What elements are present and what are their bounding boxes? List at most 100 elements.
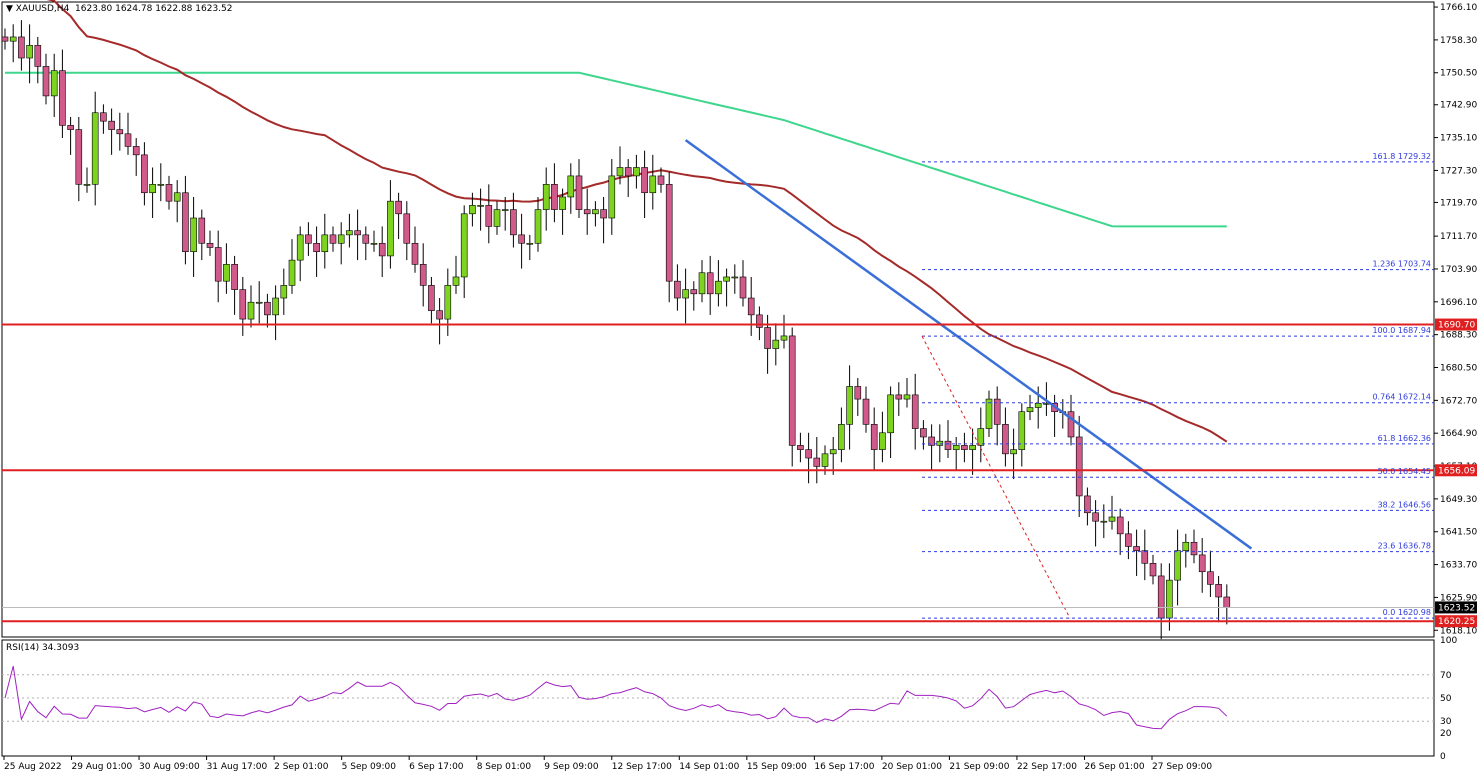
candle-up: [1100, 520, 1108, 523]
time-axis-label: 9 Sep 09:00: [544, 762, 599, 772]
price-axis-label: 1735.10: [1440, 134, 1477, 144]
time-axis-label: 2 Sep 01:00: [274, 762, 329, 772]
candle-down: [1, 36, 9, 42]
candle-up: [559, 196, 566, 210]
candle-up: [1166, 579, 1173, 619]
fib-level-label: 0.0 1620.98: [1383, 608, 1431, 617]
candle-up: [501, 209, 509, 211]
candle-down: [1198, 554, 1206, 573]
candle-down: [198, 217, 206, 244]
fib-level-label: 1.236 1703.74: [1372, 260, 1431, 269]
time-axis-label: 31 Aug 17:00: [207, 762, 268, 772]
candle-down: [18, 36, 25, 59]
time-axis-label: 5 Sep 09:00: [342, 762, 397, 772]
candle-down: [182, 192, 189, 253]
candle-down: [1084, 495, 1091, 514]
candle-up: [846, 386, 853, 425]
time-axis-label: 22 Sep 17:00: [1017, 762, 1077, 772]
candle-down: [428, 285, 435, 311]
candle-down: [756, 314, 763, 328]
candle-down: [132, 146, 140, 156]
candle-up: [370, 242, 378, 245]
candle-up: [272, 297, 279, 316]
time-axis-label: 21 Sep 09:00: [949, 762, 1009, 772]
time-axis-label: 20 Sep 01:00: [882, 762, 942, 772]
candle-down: [510, 209, 517, 236]
time-axis-label: 12 Sep 17:00: [612, 762, 672, 772]
price-axis-label: 1664.90: [1440, 429, 1477, 439]
candle-down: [665, 184, 673, 282]
price-axis-label: 1625.90: [1440, 593, 1477, 603]
candle-up: [526, 242, 534, 245]
candle-down: [264, 301, 271, 316]
time-axis-label: 29 Aug 01:00: [72, 762, 133, 772]
candle-up: [633, 167, 640, 177]
time-axis-label: 26 Sep 01:00: [1084, 762, 1144, 772]
rsi-axis-label: 30: [1440, 717, 1452, 727]
candle-up: [1018, 411, 1026, 450]
candle-up: [567, 175, 575, 198]
candle-down: [911, 394, 919, 429]
candle-down: [575, 175, 583, 210]
candle-down: [75, 129, 83, 185]
candle-up: [952, 445, 960, 450]
candle-up: [50, 70, 58, 97]
candle-up: [977, 428, 985, 446]
candle-up: [985, 398, 993, 429]
candle-up: [608, 175, 616, 219]
candle-down: [1125, 533, 1132, 547]
candle-down: [788, 335, 796, 446]
candle-down: [1223, 596, 1231, 608]
candle-down: [419, 264, 427, 286]
time-axis-label: 8 Sep 01:00: [477, 762, 532, 772]
candle-down: [313, 242, 320, 253]
price-axis-label: 1618.10: [1440, 626, 1477, 636]
candle-down: [747, 297, 755, 316]
price-axis-label: 1641.50: [1440, 528, 1477, 538]
candle-up: [821, 453, 829, 467]
candle-down: [706, 272, 714, 295]
candle-up: [731, 276, 739, 279]
level-price-label: 1620.25: [1438, 617, 1475, 627]
candle-up: [1026, 407, 1034, 413]
rsi-line: [4, 665, 1228, 730]
level-price-label: 1690.70: [1438, 321, 1475, 331]
fib-level-label: 161.8 1729.32: [1372, 152, 1431, 161]
candle-down: [34, 45, 42, 67]
candle-down: [641, 167, 648, 194]
candle-up: [452, 276, 460, 286]
dropdown-triangle-icon[interactable]: ▼: [6, 4, 13, 14]
candle-down: [551, 184, 558, 210]
price-axis-label: 1672.70: [1440, 396, 1477, 406]
candle-up: [346, 230, 353, 236]
candle-down: [42, 66, 50, 97]
candle-up: [969, 445, 976, 450]
fib-level-label: 23.6 1636.78: [1378, 542, 1431, 551]
trend-line: [684, 139, 1253, 550]
candle-down: [1149, 563, 1157, 577]
candle-down: [362, 234, 370, 244]
time-axis-label: 6 Sep 17:00: [409, 762, 464, 772]
candle-down: [1190, 541, 1198, 556]
candle-up: [879, 432, 886, 450]
candle-up: [829, 449, 837, 455]
price-axis-label: 1719.70: [1440, 198, 1477, 208]
candle-down: [870, 424, 878, 450]
symbol-label: XAUUSD,H4: [15, 4, 70, 14]
price-axis-label: 1742.90: [1440, 101, 1477, 111]
candle-down: [206, 242, 214, 248]
candle-up: [149, 184, 156, 194]
candle-up: [1034, 402, 1042, 408]
time-axis-label: 25 Aug 2022: [4, 762, 62, 772]
candle-up: [91, 112, 99, 185]
level-price-tag: [1435, 615, 1477, 628]
candle-down: [1002, 424, 1009, 455]
chart-header: ▼ XAUUSD,H4 1623.80 1624.78 1622.88 1623…: [6, 4, 232, 14]
candle-down: [231, 264, 238, 290]
candle-up: [387, 200, 394, 257]
rsi-axis-label: 0: [1440, 752, 1446, 762]
candle-up: [469, 205, 476, 215]
candle-up: [616, 167, 624, 177]
